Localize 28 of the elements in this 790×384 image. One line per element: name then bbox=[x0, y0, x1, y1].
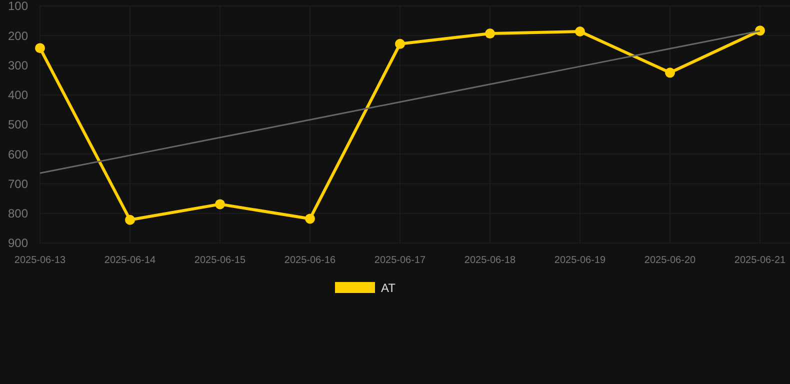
x-tick-label: 2025-06-21 bbox=[734, 255, 786, 266]
y-tick-label: 500 bbox=[8, 118, 28, 132]
y-tick-label: 200 bbox=[8, 28, 28, 43]
point bbox=[305, 214, 315, 224]
legend-label: AT bbox=[381, 281, 396, 295]
x-tick-label: 2025-06-18 bbox=[464, 255, 516, 266]
y-tick-label: 600 bbox=[8, 147, 28, 162]
x-tick-label: 2025-06-20 bbox=[644, 255, 696, 266]
point bbox=[215, 199, 225, 210]
x-tick-label: 2025-06-19 bbox=[554, 255, 606, 266]
y-tick-label: 800 bbox=[8, 206, 28, 221]
x-tick-label: 2025-06-17 bbox=[374, 255, 426, 266]
y-tick-label: 100 bbox=[8, 0, 28, 14]
point bbox=[575, 26, 585, 36]
x-tick-label: 2025-06-13 bbox=[14, 255, 66, 266]
point bbox=[485, 28, 495, 39]
y-tick-label: 300 bbox=[8, 58, 28, 72]
point bbox=[665, 68, 675, 78]
point bbox=[35, 43, 45, 54]
y-tick-label: 700 bbox=[8, 176, 28, 191]
x-tick-label: 2025-06-14 bbox=[104, 255, 156, 266]
x-tick-label: 2025-06-16 bbox=[284, 255, 336, 266]
y-tick-label: 400 bbox=[8, 88, 28, 102]
point bbox=[395, 38, 405, 49]
y-tick-label: 900 bbox=[8, 236, 28, 250]
x-tick-label: 2025-06-15 bbox=[194, 255, 246, 266]
point bbox=[125, 214, 135, 225]
point bbox=[755, 26, 765, 36]
